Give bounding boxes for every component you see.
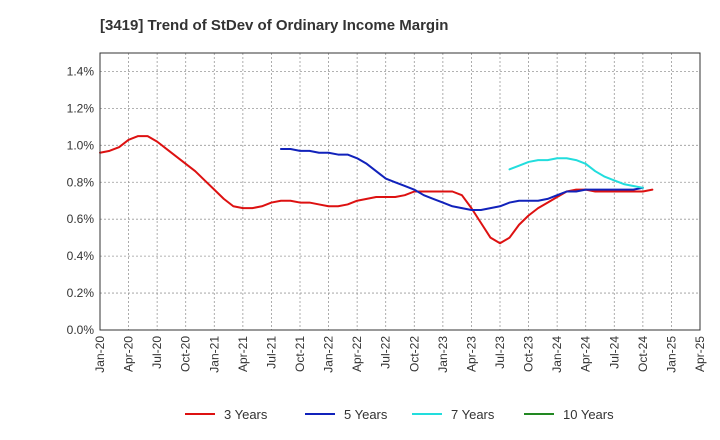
x-tick-label: Jan-24 xyxy=(550,336,564,373)
x-tick-label: Jul-23 xyxy=(493,336,507,369)
legend-item-7-years: 7 Years xyxy=(412,407,495,422)
x-tick-label: Jul-22 xyxy=(379,336,393,369)
x-tick-label: Oct-21 xyxy=(293,336,307,372)
legend: 3 Years 5 Years 7 Years 10 Years xyxy=(185,407,614,422)
y-tick-label: 0.2% xyxy=(67,286,95,300)
x-tick-label: Jan-20 xyxy=(93,336,107,373)
series-line-7-years xyxy=(508,157,644,189)
x-tick-label: Apr-23 xyxy=(464,336,478,372)
x-axis: Jan-20 Apr-20 Jul-20 Oct-20 Jan-21 Apr-21 Jul-… xyxy=(93,336,707,373)
x-tick-label: Jan-25 xyxy=(664,336,678,373)
series-line-5-years xyxy=(279,148,644,211)
x-tick-label: Jul-20 xyxy=(150,336,164,369)
x-tick-label: Jul-21 xyxy=(264,336,278,369)
y-tick-label: 1.2% xyxy=(67,101,95,115)
x-tick-label: Apr-24 xyxy=(579,336,593,372)
legend-label: 3 Years xyxy=(224,407,268,422)
y-tick-label: 1.0% xyxy=(67,138,95,152)
plot-border xyxy=(99,52,701,331)
legend-label: 7 Years xyxy=(451,407,495,422)
x-tick-label: Jul-24 xyxy=(607,336,621,369)
y-tick-label: 0.0% xyxy=(67,323,95,337)
grid xyxy=(100,53,700,330)
x-tick-label: Oct-23 xyxy=(522,336,536,372)
x-tick-label: Apr-20 xyxy=(122,336,136,372)
y-tick-label: 0.6% xyxy=(67,212,95,226)
legend-item-3-years: 3 Years xyxy=(185,407,268,422)
x-tick-label: Oct-20 xyxy=(179,336,193,372)
y-tick-label: 1.4% xyxy=(67,64,95,78)
x-tick-label: Apr-25 xyxy=(693,336,707,372)
legend-item-5-years: 5 Years xyxy=(305,407,388,422)
legend-label: 10 Years xyxy=(563,407,614,422)
chart-title: [3419] Trend of StDev of Ordinary Income… xyxy=(100,17,448,34)
y-tick-label: 0.4% xyxy=(67,249,95,263)
x-tick-label: Oct-24 xyxy=(636,336,650,372)
y-tick-label: 0.8% xyxy=(67,175,95,189)
y-axis: 0.0% 0.2% 0.4% 0.6% 0.8% 1.0% 1.2% 1.4% xyxy=(67,64,95,337)
series-line-3-years xyxy=(99,135,654,245)
x-tick-label: Jan-23 xyxy=(436,336,450,373)
x-tick-label: Jan-21 xyxy=(207,336,221,373)
x-tick-label: Oct-22 xyxy=(407,336,421,372)
x-tick-label: Apr-22 xyxy=(350,336,364,372)
x-tick-label: Jan-22 xyxy=(322,336,336,373)
legend-item-10-years: 10 Years xyxy=(524,407,614,422)
x-tick-label: Apr-21 xyxy=(236,336,250,372)
legend-label: 5 Years xyxy=(344,407,388,422)
series-group xyxy=(99,135,654,245)
